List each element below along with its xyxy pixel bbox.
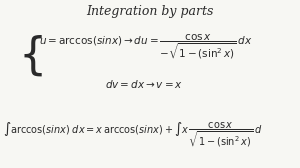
- Text: $\int \mathrm{arccos}(sinx)\; dx = x\,\mathrm{arccos}(sinx) + \int x\, \dfrac{\m: $\int \mathrm{arccos}(sinx)\; dx = x\,\m…: [3, 120, 263, 149]
- Text: $u = \mathrm{arccos}(sinx) \rightarrow du = \dfrac{\mathrm{cos}\,x}{-\sqrt{1-(\s: $u = \mathrm{arccos}(sinx) \rightarrow d…: [39, 33, 253, 61]
- Text: $dv = dx \rightarrow v = x$: $dv = dx \rightarrow v = x$: [105, 78, 183, 90]
- Text: Integration by parts: Integration by parts: [86, 5, 214, 18]
- Text: $\{$: $\{$: [18, 33, 42, 78]
